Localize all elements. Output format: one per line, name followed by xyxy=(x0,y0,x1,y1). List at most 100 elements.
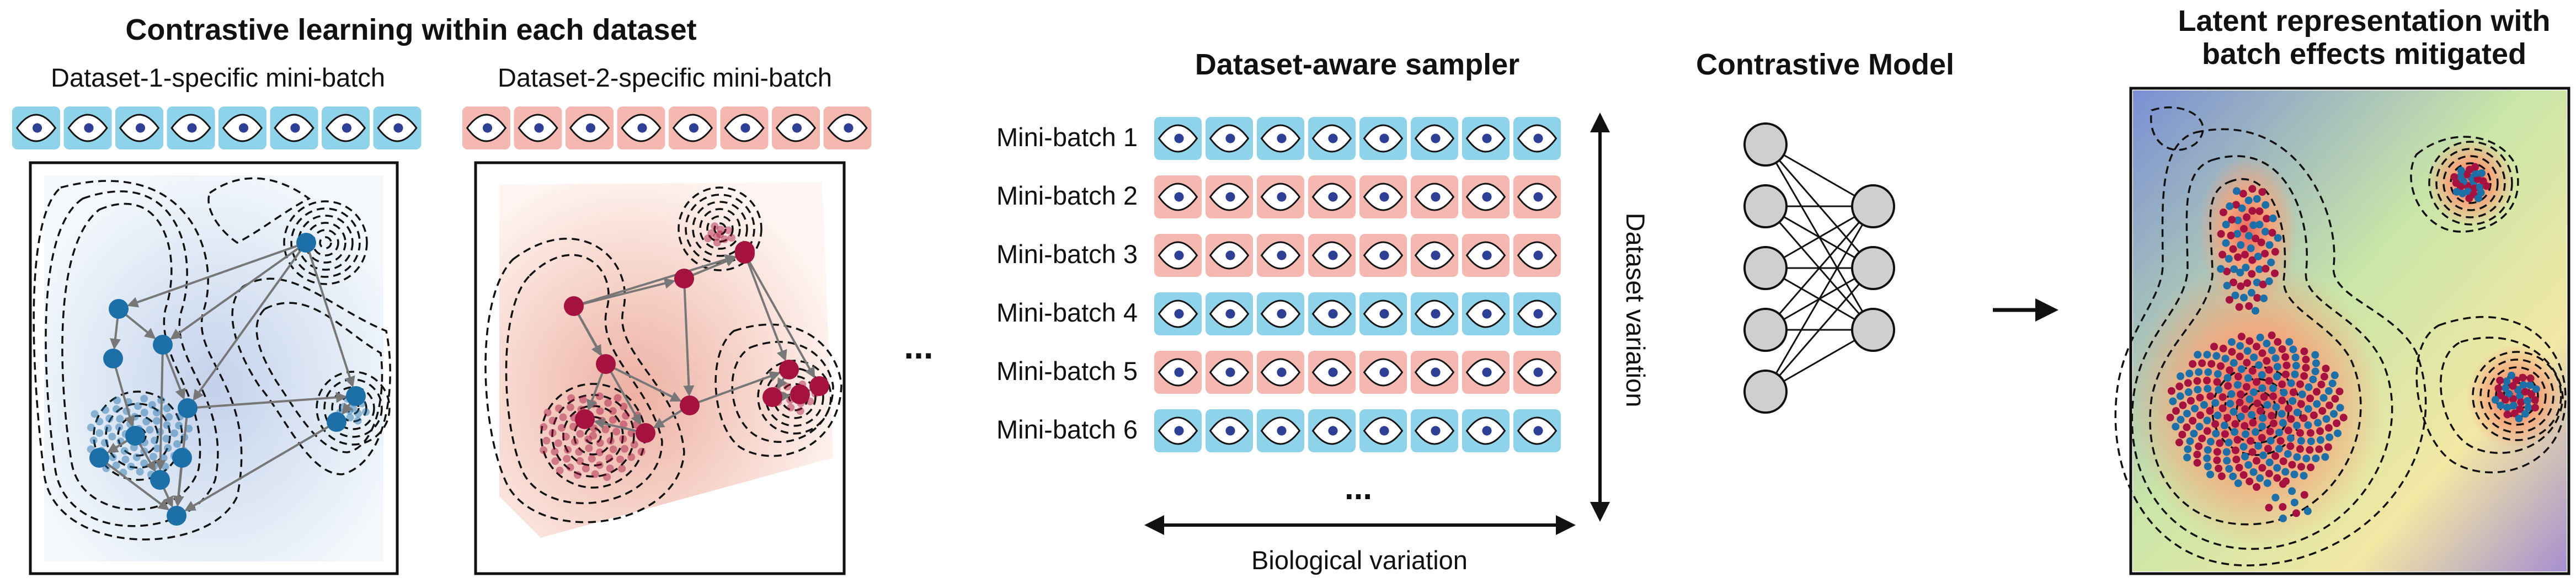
sample-tile xyxy=(1513,117,1561,160)
graph-edge xyxy=(683,278,695,397)
latent-point xyxy=(2289,345,2297,354)
latent-point xyxy=(2521,388,2529,396)
latent-point xyxy=(2203,416,2211,425)
latent-point xyxy=(2281,468,2290,476)
sample-tile xyxy=(1206,234,1253,277)
data-point xyxy=(620,420,628,429)
eye-pupil xyxy=(1482,250,1492,260)
latent-point xyxy=(2204,384,2212,393)
sample-tile xyxy=(1411,409,1458,452)
latent-point xyxy=(2183,409,2191,418)
latent-point xyxy=(2271,452,2280,460)
sample-tile xyxy=(1257,234,1304,277)
eye-icon xyxy=(1414,358,1455,387)
latent-point xyxy=(2262,265,2270,273)
latent-point xyxy=(2249,419,2257,427)
data-point xyxy=(120,447,129,455)
graph-node xyxy=(636,423,655,443)
latent-point xyxy=(2458,189,2467,197)
data-point xyxy=(100,438,109,447)
data-point xyxy=(559,413,567,421)
eye-icon xyxy=(1311,416,1352,445)
eye-pupil xyxy=(342,123,352,133)
latent-point xyxy=(2248,256,2257,264)
latent-point xyxy=(2509,395,2518,403)
sample-tile xyxy=(322,106,370,149)
data-point xyxy=(95,418,104,426)
sample-tile xyxy=(1308,117,1356,160)
latent-point xyxy=(2339,414,2348,422)
density-contour xyxy=(2415,315,2567,474)
latent-point xyxy=(2193,377,2201,385)
sample-tile xyxy=(462,106,510,149)
latent-point xyxy=(2243,347,2252,355)
latent-point xyxy=(2262,201,2270,209)
minibatch-label: Mini-batch 3 xyxy=(996,239,1138,269)
latent-point xyxy=(2245,232,2253,240)
latent-point xyxy=(2216,439,2224,447)
data-point xyxy=(113,397,121,405)
eye-icon xyxy=(1209,124,1250,153)
sample-tile xyxy=(1462,175,1510,218)
latent-point xyxy=(2184,379,2192,387)
latent-point xyxy=(2253,378,2260,386)
latent-point xyxy=(2177,372,2185,381)
latent-point xyxy=(2235,463,2243,472)
data-point xyxy=(573,471,582,479)
eye-pupil xyxy=(1328,250,1338,260)
density-contour xyxy=(2428,141,2513,226)
latent-point xyxy=(2203,427,2211,435)
dataset2-minibatch-label: Dataset-2-specific mini-batch xyxy=(498,63,832,92)
data-point xyxy=(621,445,629,453)
latent-point xyxy=(2257,407,2265,415)
eye-pupil xyxy=(1277,250,1287,260)
latent-point xyxy=(2194,351,2202,359)
dataset2-density-contours xyxy=(484,186,842,523)
latent-point xyxy=(2279,480,2287,488)
data-point xyxy=(591,470,599,478)
eye-pupil xyxy=(1174,426,1184,436)
density-contour xyxy=(699,208,741,250)
eye-pupil xyxy=(393,123,403,133)
latent-point xyxy=(2306,429,2314,437)
data-point xyxy=(148,401,156,409)
sample-tile xyxy=(1308,234,1356,277)
network-node xyxy=(1743,122,1788,167)
density-contour xyxy=(2114,128,2427,566)
data-point xyxy=(89,436,98,445)
eye-pupil xyxy=(187,123,197,133)
latent-point xyxy=(2265,366,2273,374)
eye-icon xyxy=(518,114,558,142)
latent-point xyxy=(2211,399,2220,407)
data-point xyxy=(570,437,579,446)
minibatch-label: Mini-batch 6 xyxy=(996,415,1138,444)
eye-icon xyxy=(1363,183,1404,211)
latent-point xyxy=(2236,352,2244,361)
latent-point xyxy=(2266,437,2275,445)
data-point xyxy=(165,413,173,421)
latent-point xyxy=(2223,268,2231,276)
latent-point xyxy=(2265,241,2274,249)
latent-point xyxy=(2237,241,2245,249)
latent-point xyxy=(2289,388,2297,397)
latent-point xyxy=(2287,415,2295,423)
data-point xyxy=(707,229,716,237)
latent-point xyxy=(2196,411,2204,419)
latent-point xyxy=(2191,404,2199,413)
sample-tile xyxy=(1308,292,1356,335)
eye-icon xyxy=(1414,124,1455,153)
latent-point xyxy=(2269,392,2278,400)
latent-point xyxy=(2166,413,2174,421)
latent-point xyxy=(2225,255,2233,263)
eye-icon xyxy=(1465,299,1506,328)
network-node xyxy=(1743,370,1788,414)
eye-icon xyxy=(1311,299,1352,328)
latent-point xyxy=(2234,253,2242,261)
data-point xyxy=(716,226,724,234)
latent-point xyxy=(2260,393,2268,401)
latent-point xyxy=(2236,342,2244,350)
sample-tile xyxy=(115,106,163,149)
data-point xyxy=(604,399,612,407)
dataset1-embedding-panel xyxy=(29,161,399,575)
latent-point xyxy=(2278,410,2286,418)
